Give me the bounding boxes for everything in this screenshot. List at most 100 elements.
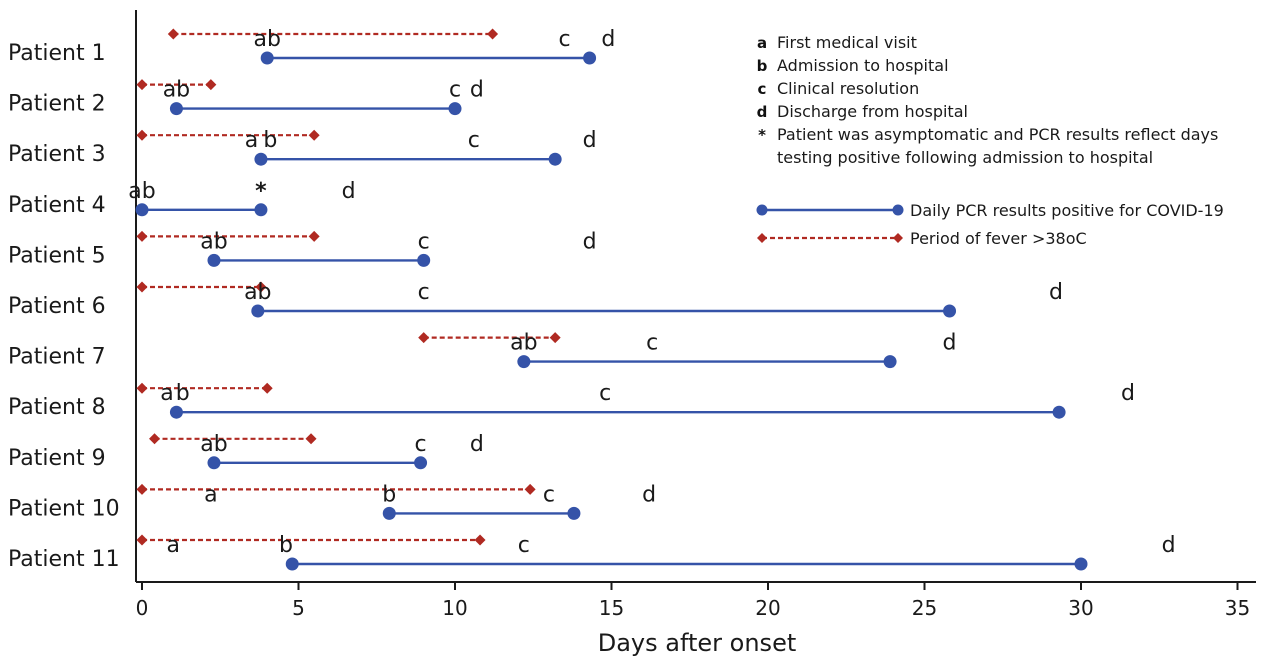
legend-series-fever: Period of fever >38oC bbox=[757, 229, 1087, 248]
legend-series-label: Period of fever >38oC bbox=[910, 229, 1087, 248]
event-label-c: c bbox=[418, 229, 430, 254]
x-tick-label: 35 bbox=[1225, 596, 1250, 620]
fever-start-marker bbox=[167, 28, 179, 40]
event-label-d: d bbox=[943, 331, 957, 356]
event-label-ab: ab bbox=[244, 280, 271, 305]
fever-end-marker bbox=[474, 534, 486, 546]
fever-end-marker bbox=[487, 28, 499, 40]
event-label-c: c bbox=[418, 280, 430, 305]
x-tick-label: 5 bbox=[292, 596, 305, 620]
legend-label: Admission to hospital bbox=[777, 56, 949, 75]
patient-row: Patient 7 ab c d bbox=[8, 331, 957, 370]
legend-pcr-marker bbox=[756, 204, 768, 216]
event-label-c: c bbox=[599, 381, 611, 406]
pcr-end-marker bbox=[883, 355, 897, 369]
patient-row: Patient 1 ab c d bbox=[8, 27, 615, 66]
fever-end-marker bbox=[549, 332, 561, 344]
pcr-end-marker bbox=[414, 456, 428, 470]
event-label-d: d bbox=[583, 128, 597, 153]
pcr-start-marker bbox=[207, 253, 221, 267]
fever-start-marker bbox=[136, 230, 148, 242]
fever-end-marker bbox=[205, 79, 217, 91]
patient-row: Patient 2 ab c d bbox=[8, 78, 484, 117]
event-label-d: d bbox=[1162, 533, 1176, 558]
patient-row: Patient 6 ab c d bbox=[8, 280, 1063, 319]
event-label-c: c bbox=[558, 27, 570, 52]
fever-end-marker bbox=[308, 230, 320, 242]
x-tick-label: 10 bbox=[442, 596, 467, 620]
event-label-d: d bbox=[583, 229, 597, 254]
event-label-c: c bbox=[543, 482, 555, 507]
event-label-d: d bbox=[601, 27, 615, 52]
event-label-c: c bbox=[646, 331, 658, 356]
patient-label: Patient 11 bbox=[8, 547, 120, 572]
legend-label: Discharge from hospital bbox=[777, 102, 968, 121]
patient-row: Patient 9 ab c d bbox=[8, 432, 484, 471]
event-label-a: a bbox=[245, 128, 258, 153]
pcr-start-marker bbox=[135, 203, 149, 217]
fever-start-marker bbox=[136, 129, 148, 141]
patient-label: Patient 1 bbox=[8, 41, 106, 66]
fever-end-marker bbox=[305, 433, 317, 445]
event-label-b: b bbox=[279, 533, 293, 558]
patient-label: Patient 8 bbox=[8, 395, 106, 420]
patient-label: Patient 4 bbox=[8, 193, 106, 218]
pcr-end-marker bbox=[448, 102, 462, 116]
event-label-d: d bbox=[470, 432, 484, 457]
legend-fever-marker bbox=[757, 233, 767, 243]
patient-row: Patient 11 a b c d bbox=[8, 533, 1176, 572]
legend-label: Patient was asymptomatic and PCR results… bbox=[777, 125, 1218, 144]
x-axis-label: Days after onset bbox=[598, 629, 797, 657]
fever-start-marker bbox=[136, 281, 148, 293]
x-tick-label: 25 bbox=[912, 596, 937, 620]
pcr-end-marker bbox=[583, 51, 597, 65]
event-label-d: d bbox=[470, 78, 484, 103]
pcr-start-marker bbox=[169, 102, 183, 116]
event-label-ab: ab bbox=[128, 179, 155, 204]
fever-start-marker bbox=[136, 79, 148, 91]
patient-row: Patient 8 a b c d bbox=[8, 381, 1135, 420]
patient-row: Patient 3 a b c d bbox=[8, 128, 597, 167]
patient-label: Patient 3 bbox=[8, 142, 106, 167]
patient-label: Patient 6 bbox=[8, 294, 106, 319]
event-label-a: a bbox=[160, 381, 173, 406]
event-label-a: a bbox=[167, 533, 180, 558]
event-label-d: d bbox=[1049, 280, 1063, 305]
patient-label: Patient 9 bbox=[8, 446, 106, 471]
pcr-end-marker bbox=[567, 506, 581, 520]
x-tick-label: 15 bbox=[599, 596, 624, 620]
pcr-end-marker bbox=[254, 203, 268, 217]
event-label-ab: ab bbox=[253, 27, 280, 52]
legend-key: c bbox=[758, 80, 767, 98]
patient-row: Patient 4 ab * d bbox=[8, 179, 356, 218]
pcr-start-marker bbox=[254, 152, 268, 166]
fever-start-marker bbox=[136, 382, 148, 394]
event-label-d: d bbox=[1121, 381, 1135, 406]
legend-series-label: Daily PCR results positive for COVID-19 bbox=[910, 201, 1224, 220]
legend-key: a bbox=[757, 34, 767, 52]
patient-label: Patient 2 bbox=[8, 92, 106, 117]
fever-end-marker bbox=[261, 382, 273, 394]
legend-label: Clinical resolution bbox=[777, 79, 919, 98]
legend-label: First medical visit bbox=[777, 33, 917, 52]
event-label-ab: ab bbox=[510, 331, 537, 356]
asymptomatic-marker: * bbox=[255, 179, 267, 204]
fever-end-marker bbox=[308, 129, 320, 141]
patient-label: Patient 10 bbox=[8, 496, 120, 521]
patient-row: Patient 5 ab c d bbox=[8, 229, 597, 268]
event-label-c: c bbox=[415, 432, 427, 457]
legend-fever-marker bbox=[893, 233, 903, 243]
event-label-ab: ab bbox=[163, 78, 190, 103]
event-label-c: c bbox=[468, 128, 480, 153]
pcr-start-marker bbox=[260, 51, 274, 65]
fever-end-marker bbox=[524, 483, 536, 495]
fever-end-marker bbox=[255, 281, 267, 293]
pcr-end-marker bbox=[943, 304, 957, 318]
legend-series-pcr: Daily PCR results positive for COVID-19 bbox=[756, 201, 1224, 220]
fever-start-marker bbox=[149, 433, 161, 445]
fever-start-marker bbox=[136, 483, 148, 495]
event-label-c: c bbox=[518, 533, 530, 558]
event-label-a: a bbox=[204, 482, 217, 507]
legend-key: b bbox=[757, 57, 768, 75]
